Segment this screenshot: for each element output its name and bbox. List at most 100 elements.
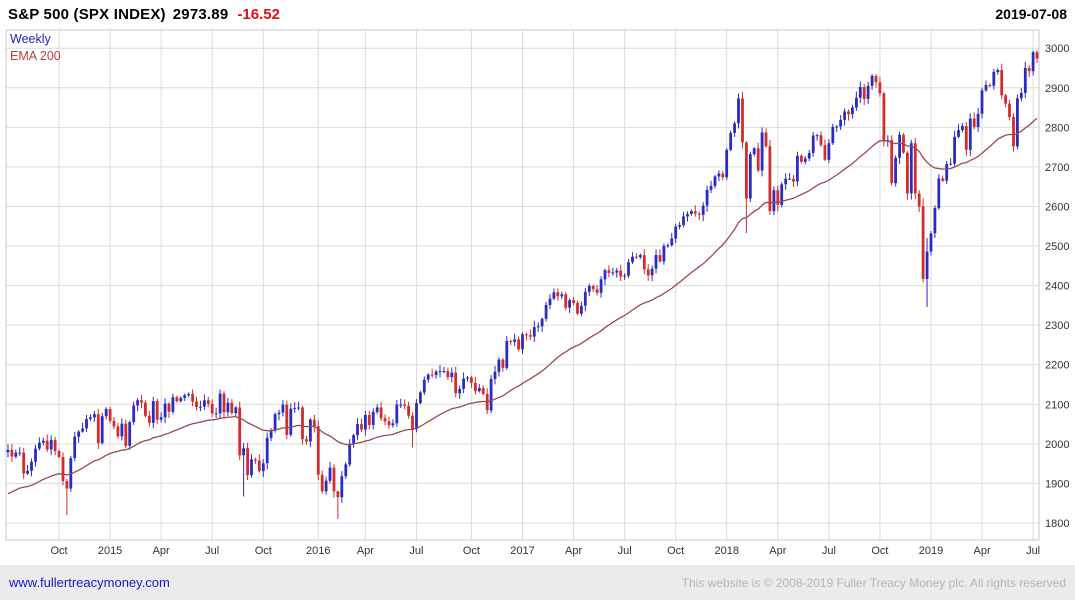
candle [835,126,839,128]
candle [301,407,304,440]
candle [882,93,886,141]
y-axis-label: 2400 [1045,281,1069,293]
candle [148,415,151,423]
candle [1019,92,1023,99]
candle [277,412,281,415]
candle [454,372,458,394]
x-axis-label: 2015 [98,545,122,557]
chart-area: 1800 1900 2000 2100 2200 2300 2400 2500 2600 2700… [0,28,1075,563]
candle [709,185,713,190]
candle [752,148,756,155]
candle [733,123,736,133]
candle [261,463,265,472]
candle [525,334,528,336]
candle [22,452,26,474]
candle [843,111,846,120]
candle [961,126,964,131]
candle [41,440,45,443]
candle [403,404,407,406]
candle [1016,98,1019,147]
candle [780,184,784,205]
candle [493,371,497,379]
candle [898,134,901,158]
candle [289,408,293,435]
candle [953,136,956,164]
instrument-title: S&P 500 (SPX INDEX) [8,5,166,23]
candle [686,214,689,217]
candle [446,371,450,377]
footer: www.fullertreacymoney.com This website i… [0,565,1075,600]
candle [556,292,560,297]
candle [407,405,410,416]
candle [281,404,285,413]
candle [218,393,222,414]
candle [576,303,579,314]
candle [104,409,108,417]
candle [61,456,65,481]
candle [690,211,693,214]
y-axis-label: 2200 [1045,360,1069,372]
candle [187,394,190,396]
candle [764,132,768,147]
candle [77,431,81,437]
y-axis-label: 2000 [1045,439,1069,451]
candle [560,294,564,297]
candle [968,118,972,150]
title-block: S&P 500 (SPX INDEX) 2973.89 -16.52 [8,6,280,23]
candle [862,87,866,99]
website-link[interactable]: www.fullertreacymoney.com [9,575,170,590]
candle [375,407,379,412]
candle [269,430,273,438]
y-axis-label: 2700 [1045,162,1069,174]
x-axis-label: Apr [565,545,582,557]
candle [682,216,685,226]
candle [964,126,968,150]
candle [230,402,234,413]
y-axis-label: 1900 [1045,478,1069,490]
candle [635,256,638,258]
candle [481,388,485,394]
candle [26,470,29,474]
candle [595,289,599,293]
candle [638,255,642,258]
candle [819,135,823,146]
candle [701,205,705,215]
candle [297,407,300,409]
candle [155,401,159,420]
candle [925,251,929,279]
candle [265,437,269,464]
candle [587,286,591,292]
y-axis-label: 2500 [1045,241,1069,253]
candle [866,85,870,99]
candle [591,286,595,290]
candle [666,245,670,247]
candle [324,480,328,492]
candle [293,408,297,410]
candle [827,143,831,160]
candle [945,164,949,181]
x-axis-label: 2019 [919,545,943,557]
candle [745,142,748,199]
candle [199,406,202,408]
candle [768,146,772,212]
candle [996,70,1000,72]
candle [772,190,776,212]
copyright-text: This website is © 2008-2019 Fuller Treac… [681,575,1066,590]
candle [536,326,540,328]
candle [89,417,92,419]
candle [128,422,132,446]
x-axis-label: Oct [463,545,480,557]
candle [222,393,226,413]
candle [831,126,835,144]
candle [6,449,10,453]
candle [646,269,650,276]
candle [93,414,96,418]
candle [513,339,516,342]
candle [870,75,874,86]
candle [1004,95,1007,104]
candle [419,392,422,404]
candle [855,97,858,108]
candle [705,189,709,206]
candle [136,400,139,406]
